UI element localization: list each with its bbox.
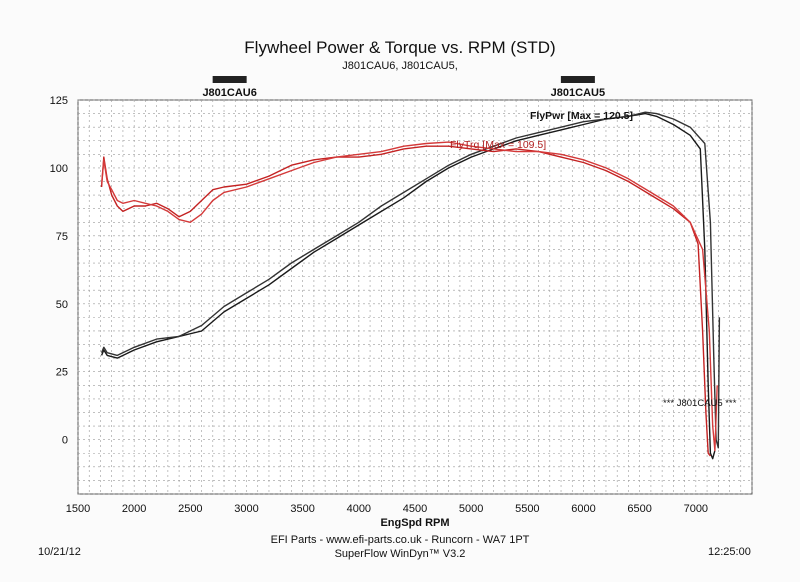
y-tick-label: 50 <box>56 299 68 311</box>
x-axis-label: EngSpd RPM <box>380 517 449 529</box>
footer-time: 12:25:00 <box>708 546 751 558</box>
chart-subtitle: J801CAU6, J801CAU5, <box>342 60 458 72</box>
run-marker-bar <box>560 76 595 83</box>
x-tick-label: 3500 <box>290 503 314 515</box>
y-tick-label: 75 <box>56 231 68 243</box>
y-tick-label: 125 <box>50 95 68 107</box>
run-marker-label: J801CAU5 <box>551 87 605 99</box>
run-marker-label: J801CAU6 <box>202 87 256 99</box>
x-tick-label: 4500 <box>403 503 427 515</box>
chart-title: Flywheel Power & Torque vs. RPM (STD) <box>244 38 556 57</box>
annotation-run-end: *** J801CAU5 *** <box>663 398 737 409</box>
series-line <box>100 145 711 457</box>
footer-software: SuperFlow WinDyn™ V3.2 <box>334 548 466 560</box>
x-tick-label: 7000 <box>684 503 708 515</box>
x-tick-label: 6000 <box>571 503 595 515</box>
x-tick-label: 2000 <box>122 503 146 515</box>
series-line <box>100 111 721 449</box>
annotation-torque-max: FlyTrq [Max = 109.5] <box>450 139 546 151</box>
x-tick-label: 3000 <box>234 503 258 515</box>
footer-date: 10/21/12 <box>38 546 81 558</box>
x-tick-label: 6500 <box>627 503 651 515</box>
x-tick-label: 1500 <box>66 503 90 515</box>
series-line <box>100 141 718 452</box>
x-tick-label: 2500 <box>178 503 202 515</box>
y-tick-label: 0 <box>62 435 68 447</box>
y-tick-label: 100 <box>50 163 68 175</box>
annotation-power-max: FlyPwr [Max = 120.5] <box>530 110 633 122</box>
run-marker-bar <box>212 76 247 83</box>
x-tick-label: 4000 <box>347 503 371 515</box>
x-tick-label: 5000 <box>459 503 483 515</box>
x-tick-label: 5500 <box>515 503 539 515</box>
footer-company: EFI Parts - www.efi-parts.co.uk - Runcor… <box>270 534 530 546</box>
y-tick-label: 25 <box>56 367 68 379</box>
